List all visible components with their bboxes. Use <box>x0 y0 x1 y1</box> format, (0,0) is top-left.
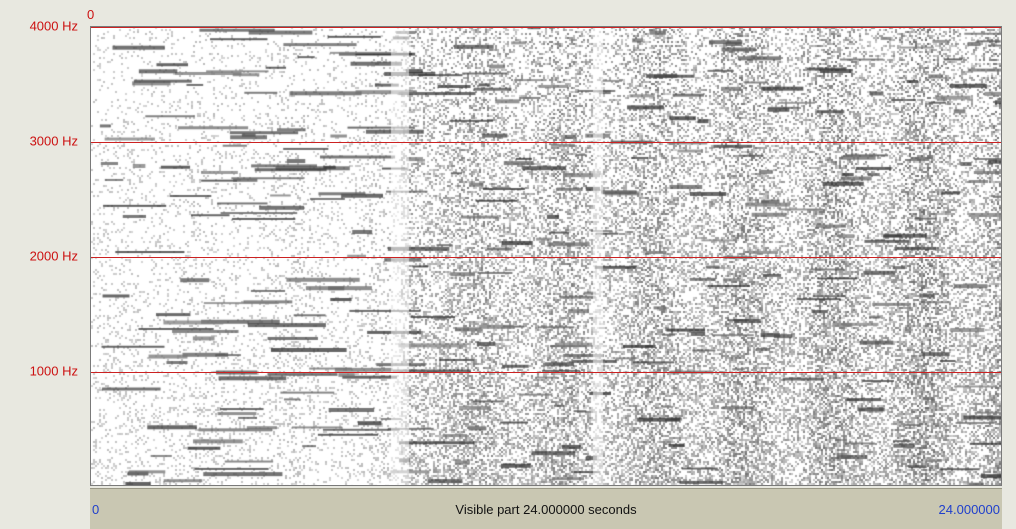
frequency-gridline <box>91 142 1001 143</box>
frequency-label: 2000 Hz <box>29 248 78 264</box>
visible-start-time: 0 <box>92 502 100 517</box>
top-zero-label: 0 <box>87 7 95 22</box>
spectrogram-panel[interactable] <box>90 26 1002 486</box>
frequency-label: 1000 Hz <box>29 363 78 379</box>
visible-end-time: 24.000000 <box>938 502 1000 517</box>
spectrogram-image[interactable] <box>91 27 1001 485</box>
frequency-gridline <box>91 257 1001 258</box>
frequency-label: 3000 Hz <box>29 133 78 149</box>
frequency-gridline <box>91 372 1001 373</box>
time-selection-bar[interactable]: 0 Visible part 24.000000 seconds 24.0000… <box>90 488 1002 529</box>
frequency-gridline <box>91 27 1001 28</box>
visible-duration-label: Visible part 24.000000 seconds <box>455 502 637 517</box>
frequency-label: 4000 Hz <box>29 18 78 34</box>
